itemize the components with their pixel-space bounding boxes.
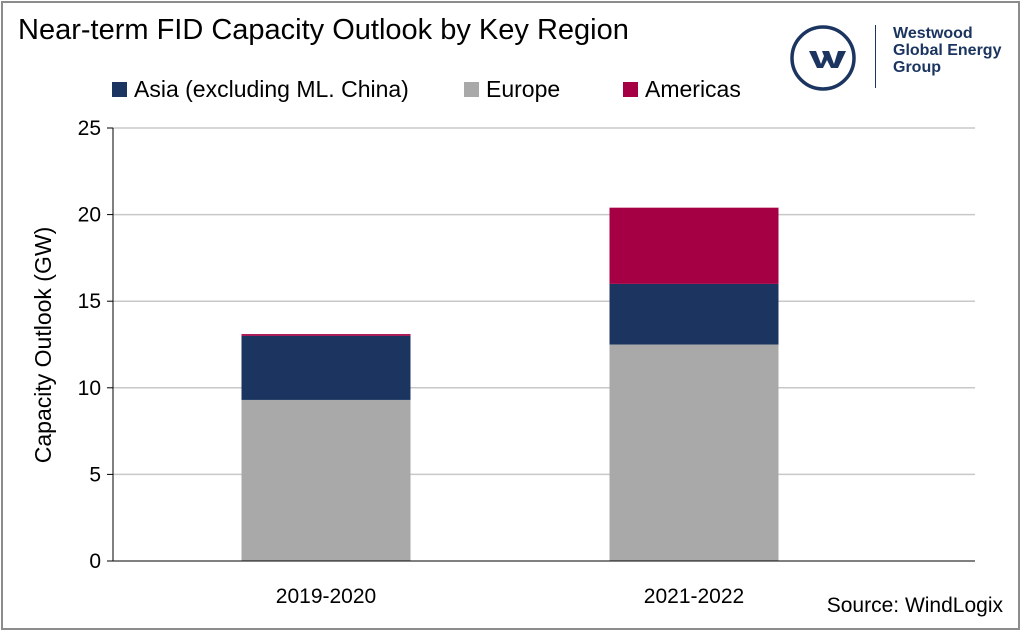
bar-europe-2021-2022: [609, 344, 779, 561]
x-tick-label: 2021-2022: [644, 585, 744, 608]
logo-divider: [875, 25, 876, 88]
y-tick-label: 25: [78, 117, 101, 140]
westwood-logo-icon: [790, 25, 856, 91]
bar-americas-2019-2020: [241, 334, 411, 336]
logo-line-2: Global Energy: [893, 42, 1002, 59]
y-tick-label: 15: [78, 290, 101, 313]
legend-swatch-americas: [623, 82, 638, 97]
chart-title: Near-term FID Capacity Outlook by Key Re…: [18, 14, 629, 46]
legend-item-americas: Americas: [623, 76, 741, 103]
logo-line-1: Westwood: [893, 25, 973, 42]
legend-swatch-europe: [464, 82, 479, 97]
legend-label-asia: Asia (excluding ML. China): [134, 76, 409, 102]
logo-line-3: Group: [893, 59, 941, 76]
y-tick-label: 10: [78, 377, 101, 400]
y-tick-label: 5: [89, 463, 101, 486]
legend-label-americas: Americas: [645, 76, 741, 102]
y-tick-label: 0: [89, 550, 101, 573]
y-tick-label: 20: [78, 204, 101, 227]
bar-asia-2019-2020: [241, 335, 411, 400]
legend-item-asia: Asia (excluding ML. China): [112, 76, 409, 103]
source-note: Source: WindLogix: [826, 594, 1003, 617]
y-axis-label: Capacity Outlook (GW): [30, 227, 56, 463]
x-tick-label: 2019-2020: [276, 585, 376, 608]
logo-text: Westwood Global Energy Group: [893, 25, 1001, 76]
legend-label-europe: Europe: [486, 76, 561, 102]
legend-item-europe: Europe: [464, 76, 560, 103]
bar-americas-2021-2022: [609, 207, 779, 284]
bar-europe-2019-2020: [241, 399, 411, 561]
bar-asia-2021-2022: [609, 283, 779, 345]
legend-swatch-asia: [112, 82, 127, 97]
